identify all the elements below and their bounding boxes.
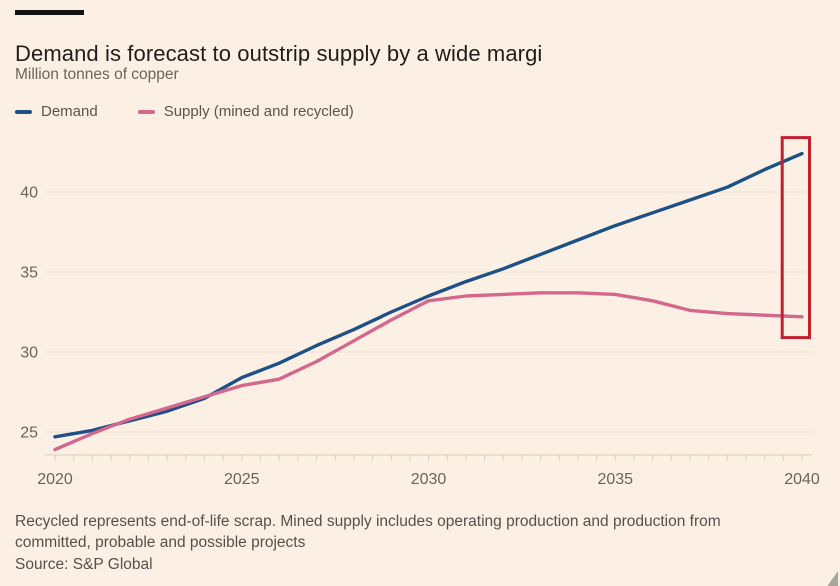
svg-text:30: 30	[20, 345, 38, 362]
svg-text:35: 35	[20, 265, 38, 282]
svg-text:2025: 2025	[224, 471, 260, 488]
legend-label-demand: Demand	[41, 103, 98, 120]
svg-text:40: 40	[20, 185, 38, 202]
footnote-line-1: Recycled represents end-of-life scrap. M…	[15, 513, 721, 530]
chart-subtitle: Million tonnes of copper	[15, 66, 179, 83]
legend-item-demand: Demand	[15, 103, 98, 120]
line-chart: 25 30 35 40 2020 2025 2030 2035 2040	[0, 130, 840, 510]
svg-text:2040: 2040	[784, 471, 820, 488]
svg-text:2035: 2035	[597, 471, 633, 488]
source-label: Source: S&P Global	[15, 556, 153, 573]
chart-footnote: Recycled represents end-of-life scrap. M…	[15, 511, 805, 575]
brand-bar	[15, 10, 84, 15]
legend: Demand Supply (mined and recycled)	[15, 103, 354, 120]
mouse-cursor	[827, 571, 838, 586]
demand-line-swatch-icon	[15, 109, 32, 114]
supply-line-swatch-icon	[137, 109, 155, 114]
line-chart-svg: 25 30 35 40 2020 2025 2030 2035 2040	[20, 136, 820, 488]
footnote-line-2: committed, probable and possible project…	[15, 534, 306, 551]
svg-text:2020: 2020	[37, 471, 73, 488]
legend-label-supply: Supply (mined and recycled)	[163, 103, 354, 120]
legend-item-supply: Supply (mined and recycled)	[137, 103, 354, 120]
svg-text:2030: 2030	[411, 471, 447, 488]
svg-text:25: 25	[20, 425, 38, 442]
page-title: Demand is forecast to outstrip supply by…	[15, 40, 543, 66]
